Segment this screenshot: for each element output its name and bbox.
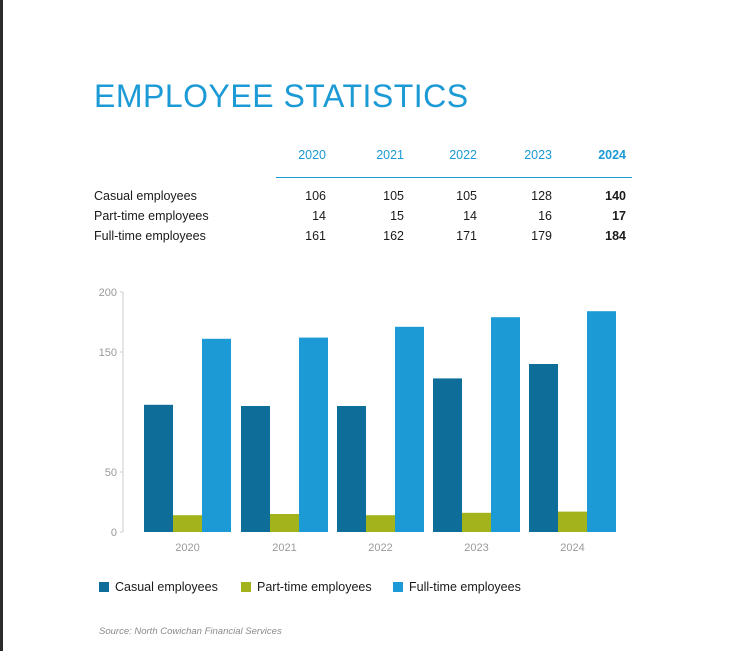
x-tick-label: 2020 [175,542,199,554]
bar-part-time-2024 [558,511,587,532]
bar-full-time-2024 [587,311,616,532]
table-cell: 140 [605,189,626,203]
bar-full-time-2021 [299,337,328,532]
bar-full-time-2020 [202,338,231,532]
table-header-year: 2024 [598,148,626,162]
table-cell: 171 [456,229,477,243]
page-title: EMPLOYEE STATISTICS [94,78,469,114]
table-header-year: 2022 [449,148,477,162]
bar-part-time-2022 [366,515,395,532]
bar-full-time-2022 [395,326,424,532]
x-tick-label: 2024 [560,542,584,554]
bar-casual-2021 [241,406,270,532]
x-tick-label: 2023 [464,542,488,554]
table-cell: 184 [605,229,626,243]
row-label: Part-time employees [94,209,209,223]
table-row: Part-time employees 14 15 14 16 17 [94,209,634,229]
table-cell: 16 [538,209,552,223]
bar-casual-2023 [433,378,462,532]
legend-swatch-part-time [241,582,251,592]
bar-casual-2020 [144,404,173,532]
table-cell: 15 [390,209,404,223]
table-header-year: 2020 [298,148,326,162]
row-label: Casual employees [94,189,197,203]
bar-part-time-2020 [173,515,202,532]
bar-full-time-2023 [491,317,520,532]
x-tick-label: 2022 [368,542,392,554]
bar-casual-2024 [529,364,558,532]
table-cell: 162 [383,229,404,243]
bar-part-time-2023 [462,512,491,532]
table-cell: 105 [456,189,477,203]
table-row: Casual employees 106 105 105 128 140 [94,189,634,209]
table-cell: 17 [612,209,626,223]
table-cell: 128 [531,189,552,203]
bar-casual-2022 [337,406,366,532]
table-row: Full-time employees 161 162 171 179 184 [94,229,634,249]
y-tick-label: 150 [99,347,117,359]
source-note: Source: North Cowichan Financial Service… [99,626,282,637]
table-cell: 179 [531,229,552,243]
table-cell: 14 [463,209,477,223]
legend-label: Full-time employees [409,580,521,594]
legend-swatch-casual [99,582,109,592]
y-tick-label: 50 [105,467,117,479]
bar-chart: 0 50 150 200 2020 2021 2022 2023 2024 [99,287,616,554]
table-cell: 106 [305,189,326,203]
bar-part-time-2021 [270,514,299,532]
table-cell: 14 [312,209,326,223]
legend-label: Part-time employees [257,580,372,594]
y-tick-label: 200 [99,287,117,299]
table-cell: 105 [383,189,404,203]
row-label: Full-time employees [94,229,206,243]
legend-swatch-full-time [393,582,403,592]
page-edge [0,0,3,651]
legend-label: Casual employees [115,580,218,594]
table-header-divider [276,177,632,178]
table-header-year: 2023 [524,148,552,162]
table-cell: 161 [305,229,326,243]
x-tick-label: 2021 [272,542,296,554]
y-tick-label: 0 [111,527,117,539]
table-header-year: 2021 [376,148,404,162]
